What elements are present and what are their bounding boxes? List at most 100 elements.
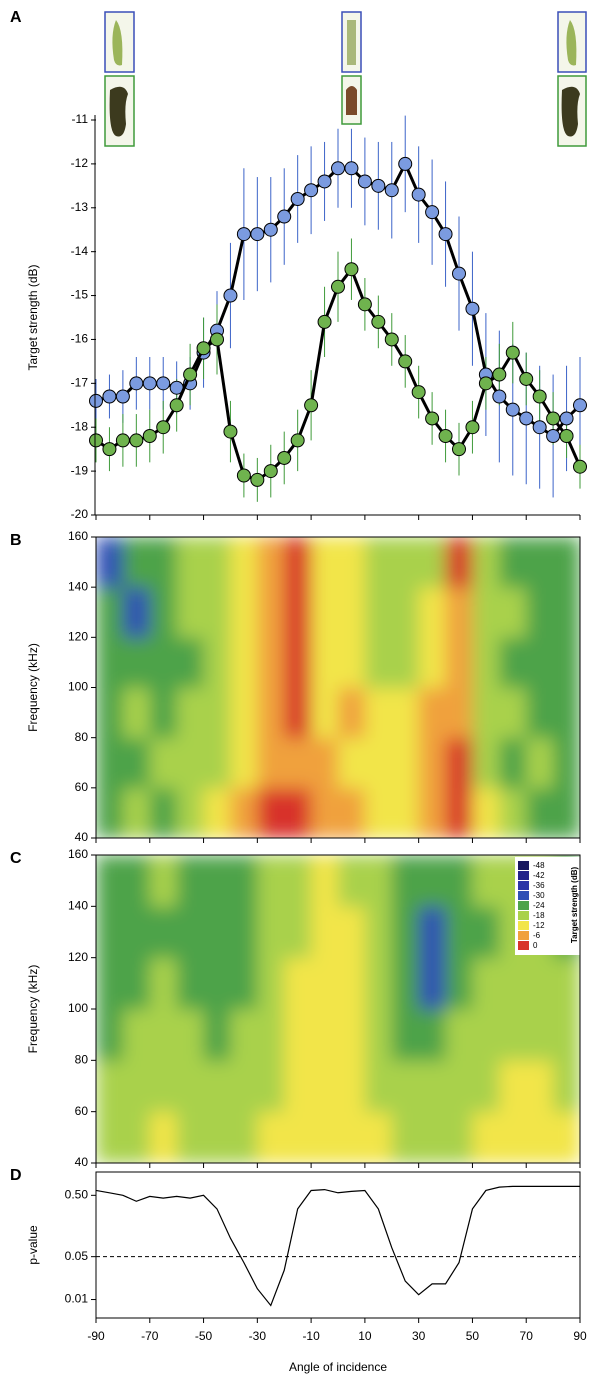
heatmap-cell <box>391 1060 420 1113</box>
heatmap-cell <box>122 1060 151 1113</box>
heatmap-cell <box>364 787 393 838</box>
data-point <box>438 429 453 443</box>
heatmap-cell <box>176 537 205 588</box>
y-tick-label: 40 <box>75 1155 89 1169</box>
data-point <box>519 371 534 386</box>
heatmap-cell <box>338 1009 366 1061</box>
heatmap-cell <box>149 1009 178 1061</box>
x-tick-label: -50 <box>195 1329 213 1343</box>
heatmap-cell <box>203 957 231 1010</box>
heatmap-cell <box>418 787 447 838</box>
panel-label: C <box>10 850 22 867</box>
heatmap-cell <box>149 687 178 739</box>
heatmap-cell <box>499 687 527 739</box>
heatmap-cell <box>230 737 258 789</box>
data-point <box>478 376 493 391</box>
heatmap-cell <box>122 855 151 907</box>
heatmap-cell <box>122 737 151 789</box>
data-point <box>102 442 117 457</box>
heatmap-cell <box>364 1009 393 1061</box>
heatmap-cell <box>257 587 285 638</box>
y-tick-label: -19 <box>71 463 89 477</box>
data-point <box>465 420 480 435</box>
heatmap-cell <box>445 1111 473 1163</box>
heatmap-cell <box>149 737 178 789</box>
heatmap-cell <box>472 737 500 789</box>
heatmap-cell <box>230 637 258 688</box>
data-point <box>263 464 278 479</box>
heatmap-cell <box>499 637 527 688</box>
heatmap-cell <box>526 787 554 838</box>
heatmap-cell <box>499 537 527 588</box>
heatmap-cell <box>257 537 285 588</box>
colorbar-swatch <box>518 931 529 940</box>
colorbar-label: -24 <box>533 901 545 910</box>
heatmap-cell <box>176 1111 205 1163</box>
icon-shape <box>112 20 123 66</box>
heatmap-cell <box>96 587 124 638</box>
data-point <box>452 266 466 281</box>
heatmap-cell <box>445 637 473 688</box>
heatmap-cell <box>284 637 312 688</box>
heatmap-cell <box>122 957 151 1010</box>
heatmap-cell <box>257 855 285 907</box>
heatmap-cell <box>122 637 151 688</box>
heatmap-cell <box>338 787 366 838</box>
heatmap-cell <box>418 906 447 959</box>
heatmap-cell <box>149 855 178 907</box>
heatmap-cell <box>176 1060 205 1113</box>
colorbar-label: -42 <box>533 871 545 880</box>
data-point <box>263 222 278 237</box>
heatmap-cell <box>203 637 231 688</box>
heatmap-cell <box>526 687 554 739</box>
heatmap-cell <box>445 687 473 739</box>
heatmap-cell <box>257 906 285 959</box>
heatmap-cell <box>364 587 393 638</box>
data-point <box>115 389 130 404</box>
heatmap-cell <box>176 906 205 959</box>
heatmap-cell <box>149 787 178 838</box>
y-tick-label: 120 <box>68 630 88 644</box>
heatmap-cell <box>176 687 205 739</box>
y-tick-label: 140 <box>68 899 88 913</box>
data-point <box>331 161 345 176</box>
data-point <box>425 411 440 426</box>
data-point <box>250 227 265 242</box>
heatmap-cell <box>230 1111 258 1163</box>
data-point <box>277 450 292 465</box>
heatmap-cell <box>391 637 420 688</box>
heatmap-cell <box>472 957 500 1010</box>
heatmap-cell <box>418 687 447 739</box>
heatmap-cell <box>472 537 500 588</box>
icon-shape <box>561 86 580 137</box>
heatmap-cell <box>96 1009 124 1061</box>
heatmap-cell <box>445 787 473 838</box>
heatmap-cell <box>472 1009 500 1061</box>
x-tick-label: 70 <box>520 1329 534 1343</box>
heatmap-cell <box>338 587 366 638</box>
x-tick-label: 10 <box>358 1329 372 1343</box>
heatmap-cell <box>203 787 231 838</box>
heatmap-cell <box>284 787 312 838</box>
icon-shape <box>346 86 357 115</box>
y-tick-label: -17 <box>71 376 89 390</box>
heatmap-cell <box>338 855 366 907</box>
heatmap-cell <box>526 587 554 638</box>
heatmap-cell <box>203 855 231 907</box>
heatmap-cell <box>526 1060 554 1113</box>
heatmap-cell <box>338 687 366 739</box>
x-axis-title: Angle of incidence <box>289 1360 387 1374</box>
panel-label: B <box>10 532 22 549</box>
heatmap-cell <box>553 537 580 588</box>
heatmap-cell <box>284 957 312 1010</box>
data-point <box>290 192 305 206</box>
data-point <box>156 420 171 435</box>
heatmap-cell <box>472 637 500 688</box>
data-point <box>196 341 211 356</box>
heatmap <box>96 855 580 1163</box>
heatmap-cell <box>364 687 393 739</box>
heatmap-cell <box>284 855 312 907</box>
heatmap-cell <box>418 1111 447 1163</box>
heatmap-cell <box>149 637 178 688</box>
